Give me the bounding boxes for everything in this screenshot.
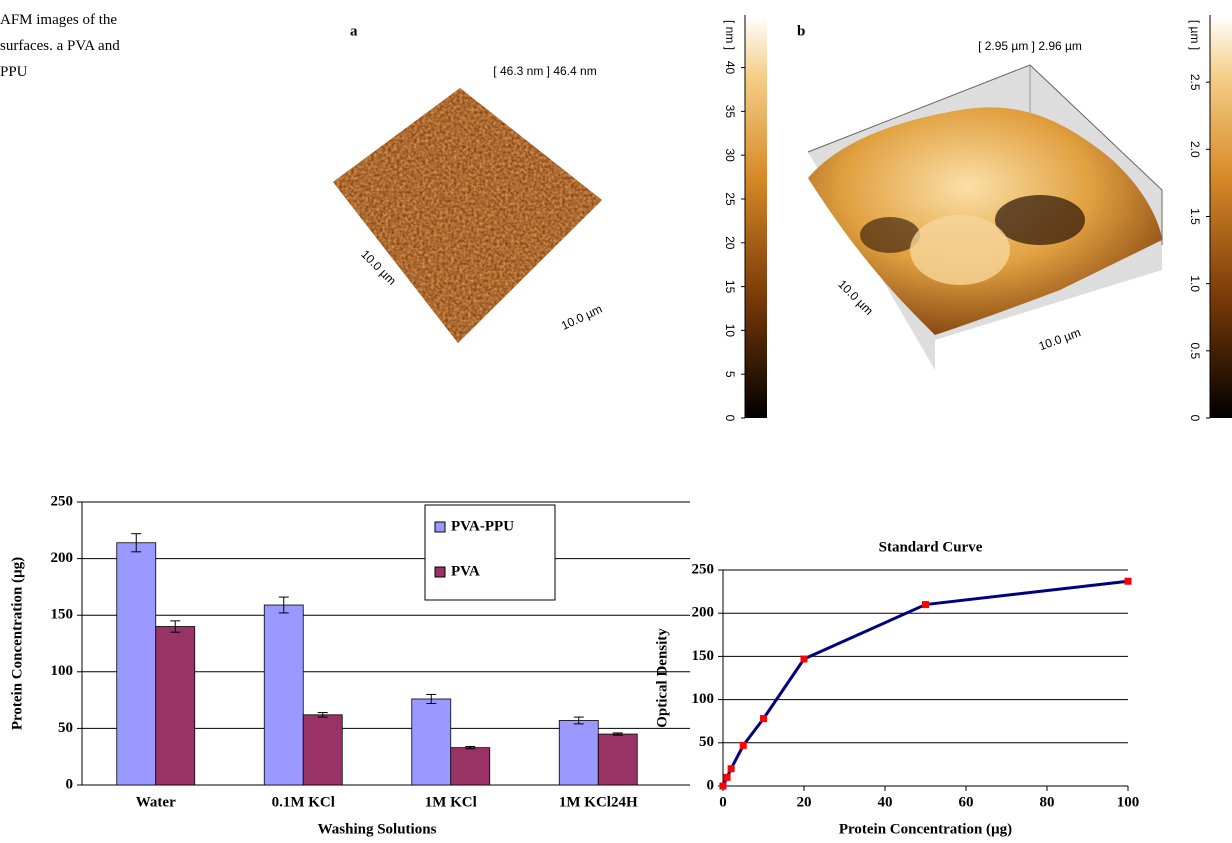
caption-line: surfaces. a PVA and bbox=[0, 38, 120, 54]
y-tick-label: 50 bbox=[699, 734, 714, 750]
colorbar-tick-label: 30 bbox=[723, 148, 737, 162]
colorbar-tick-label: 10 bbox=[723, 324, 737, 338]
colorbar-tick-label: 25 bbox=[723, 192, 737, 206]
panel-label: b bbox=[797, 23, 805, 39]
x-tick-label: 1M KCl24H bbox=[559, 794, 638, 810]
chart-title: Standard Curve bbox=[879, 539, 983, 555]
colorbar-tick-label: 1.0 bbox=[1188, 275, 1202, 292]
y-tick-label: 200 bbox=[692, 605, 715, 621]
marker bbox=[922, 601, 929, 608]
bar bbox=[559, 720, 598, 785]
bar bbox=[117, 543, 156, 785]
x-tick-label: 1M KCl bbox=[425, 794, 477, 810]
colorbar-tick-label: 0 bbox=[723, 415, 737, 422]
caption-line: AFM images of the bbox=[0, 12, 117, 28]
marker bbox=[801, 655, 808, 662]
colorbar bbox=[1210, 15, 1232, 418]
bar bbox=[303, 715, 342, 785]
bar bbox=[156, 627, 195, 785]
colorbar-tick-label: 0.5 bbox=[1188, 342, 1202, 359]
colorbar-tick-label: 35 bbox=[723, 105, 737, 119]
y-tick-label: 150 bbox=[692, 648, 715, 664]
colorbar-tick-label: 20 bbox=[723, 236, 737, 250]
colorbar-tick-label: 5 bbox=[723, 371, 737, 378]
colorbar bbox=[745, 15, 767, 418]
y-tick-label: 250 bbox=[692, 561, 715, 577]
page: {"caption": ["AFM images of the", "surfa… bbox=[0, 0, 1232, 843]
bar bbox=[598, 734, 637, 785]
y-tick-label: 150 bbox=[51, 607, 74, 623]
colorbar-tick-label: 0 bbox=[1188, 415, 1202, 422]
marker bbox=[760, 715, 767, 722]
y-axis-label: Protein Concentration (µg) bbox=[9, 557, 25, 730]
colorbar-tick-label: 2.5 bbox=[1188, 74, 1202, 91]
colorbar-tick-label: 2.0 bbox=[1188, 141, 1202, 158]
y-tick-label: 200 bbox=[51, 550, 74, 566]
x-tick-label: 20 bbox=[797, 794, 812, 810]
colorbar-tick-label: 40 bbox=[723, 61, 737, 75]
line bbox=[723, 581, 1128, 786]
marker bbox=[724, 774, 731, 781]
x-tick-label: 40 bbox=[878, 794, 893, 810]
y-tick-label: 0 bbox=[707, 777, 715, 793]
bar bbox=[264, 605, 303, 785]
y-tick-label: 100 bbox=[692, 691, 715, 707]
legend-swatch bbox=[435, 567, 445, 577]
y-tick-label: 50 bbox=[58, 720, 73, 736]
afm-surface-b bbox=[808, 65, 1162, 370]
figure: AFM images of the surfaces. a PVA and PP… bbox=[0, 0, 1232, 843]
y-axis-label: Optical Density bbox=[654, 628, 670, 728]
legend-swatch bbox=[435, 522, 445, 532]
x-tick-label: 0 bbox=[719, 794, 727, 810]
legend-label: PVA-PPU bbox=[451, 518, 514, 534]
marker bbox=[728, 765, 735, 772]
colorbar-tick-label: 1.5 bbox=[1188, 208, 1202, 225]
bar bbox=[451, 748, 490, 785]
caption-line: PPU bbox=[0, 64, 28, 80]
x-tick-label: 0.1M KCl bbox=[272, 794, 335, 810]
x-tick-label: Water bbox=[136, 794, 176, 810]
y-size: 10.0 µm bbox=[835, 277, 876, 318]
x-tick-label: 80 bbox=[1040, 794, 1055, 810]
x-size: 10.0 µm bbox=[1037, 325, 1083, 353]
marker bbox=[740, 742, 747, 749]
colorbar-unit: [ nm ] bbox=[723, 20, 737, 50]
x-size: 10.0 µm bbox=[559, 302, 604, 333]
afm-surface-a bbox=[333, 88, 603, 344]
x-axis-label: Washing Solutions bbox=[318, 821, 437, 837]
x-tick-label: 60 bbox=[959, 794, 974, 810]
legend-label: PVA bbox=[451, 563, 480, 579]
y-tick-label: 100 bbox=[51, 663, 74, 679]
marker bbox=[720, 783, 727, 790]
legend: PVA-PPU PVA bbox=[425, 505, 555, 600]
panel-label: a bbox=[350, 23, 358, 39]
range-label: [ 2.95 µm ] 2.96 µm bbox=[978, 39, 1082, 53]
y-tick-label: 0 bbox=[66, 776, 74, 792]
x-axis-label: Protein Concentration (µg) bbox=[839, 821, 1012, 837]
colorbar-unit: [ µm ] bbox=[1188, 20, 1202, 50]
marker bbox=[1125, 578, 1132, 585]
bar bbox=[412, 699, 451, 785]
colorbar-tick-label: 15 bbox=[723, 280, 737, 294]
x-tick-label: 100 bbox=[1117, 794, 1140, 810]
caption: AFM images of the surfaces. a PVA and PP… bbox=[0, 12, 120, 80]
y-tick-label: 250 bbox=[51, 493, 74, 509]
range-label: [ 46.3 nm ] 46.4 nm bbox=[493, 64, 596, 78]
